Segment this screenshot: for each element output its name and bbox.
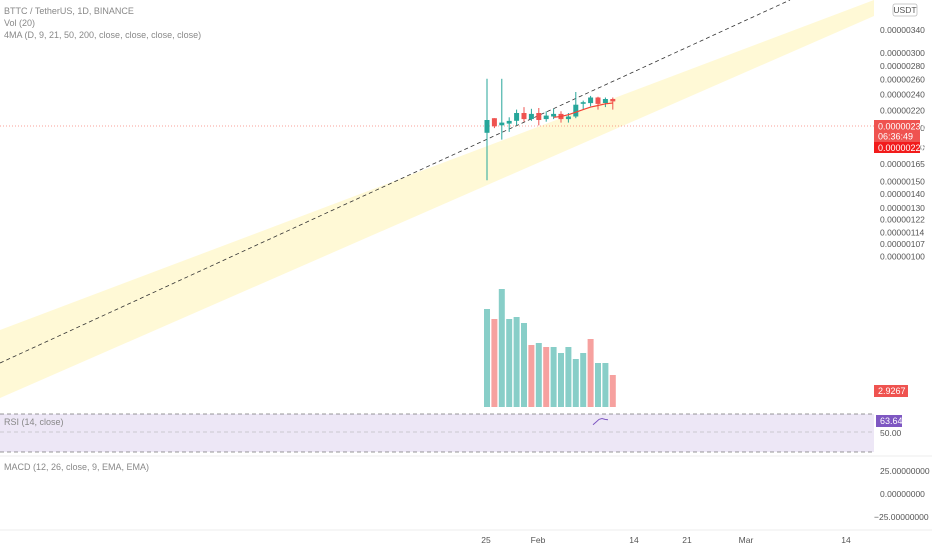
last-price-value: 0.00000231 (878, 122, 926, 132)
macd-tick-top: 25.00000000 (880, 466, 930, 476)
volume-bar (484, 309, 490, 407)
candle-body (536, 113, 542, 120)
volume-value: 2.9267 (878, 386, 906, 396)
macd-tick-bottom: −25.00000000 (874, 512, 929, 522)
price-tick: 0.00000100 (880, 252, 925, 262)
price-tick: 0.00000260 (880, 75, 925, 85)
bar-countdown: 06:36:49 (878, 132, 913, 142)
candle-body (573, 104, 579, 117)
candle-body (610, 99, 616, 102)
volume-bar (580, 353, 587, 407)
price-tick: 0.00000280 (880, 61, 925, 71)
price-axis[interactable]: 0.00000340 0.00000300 0.00000280 0.00000260… (880, 25, 925, 262)
regression-channel-band (0, 0, 874, 398)
rsi-value-tag: 63.64 (880, 416, 903, 426)
volume-bar (572, 359, 579, 407)
time-tick: 14 (629, 535, 639, 545)
candle-body (484, 120, 490, 133)
volume-bar (595, 363, 601, 407)
price-tick: 0.00000122 (880, 215, 925, 225)
volume-tag: 2.9267 (874, 385, 908, 397)
candle-body (602, 99, 608, 103)
rsi-mid-tick: 50.00 (880, 428, 902, 438)
volume-legend[interactable]: Vol (20) (4, 18, 35, 28)
time-tick: 21 (682, 535, 692, 545)
ma-price-value: 0.00000225 (878, 143, 926, 153)
currency-badge-box[interactable] (892, 3, 918, 17)
rsi-value-tag-box (876, 415, 902, 427)
price-tick: 0.00000300 (880, 48, 925, 58)
candle-body (580, 102, 586, 104)
ma-price-tag: 0.00000225 (874, 142, 926, 153)
volume-bar (602, 363, 609, 407)
time-tick: Feb (531, 535, 546, 545)
time-tick: Mar (739, 535, 754, 545)
volume-bar (565, 347, 572, 407)
volume-bar (609, 375, 616, 407)
time-tick: 14 (841, 535, 851, 545)
volume-bar (521, 323, 527, 407)
candle-body (543, 115, 549, 120)
ma-legend[interactable]: 4MA (D, 9, 21, 50, 200, close, close, cl… (4, 30, 201, 40)
last-price-tag: 0.00000231 06:36:49 (874, 120, 926, 142)
volume-bar (506, 319, 513, 407)
volume-bar (550, 347, 557, 407)
volume-bar (498, 289, 505, 407)
candle-body (514, 113, 520, 121)
candle-body (588, 97, 594, 104)
time-axis[interactable]: 25 Feb 14 21 Mar 14 (481, 535, 851, 545)
candle-body (521, 113, 527, 120)
volume-bar (528, 345, 535, 407)
rsi-line (592, 417, 609, 426)
price-tick: 0.00000150 (880, 176, 925, 186)
volume-bar (558, 353, 564, 407)
channel-midline (0, 0, 791, 364)
volume-bar (543, 347, 550, 407)
candle-body (506, 120, 512, 124)
volume-bar (587, 339, 594, 407)
volume-bar (535, 343, 542, 407)
rsi-band (0, 414, 874, 452)
price-tick: 0.00000240 (880, 89, 925, 99)
price-tick: 0.00000220 (880, 106, 925, 116)
rsi-label[interactable]: RSI (14, close) (4, 417, 64, 427)
volume-bars (484, 289, 616, 407)
symbol-title[interactable]: BTTC / TetherUS, 1D, BINANCE (4, 6, 134, 16)
candle-body (491, 118, 497, 127)
price-tick: 0.00000140 (880, 189, 925, 199)
macd-tick-mid: 0.00000000 (880, 489, 925, 499)
price-tick: 0.00000340 (880, 25, 925, 35)
time-tick: 25 (481, 535, 491, 545)
currency-badge[interactable]: USDT (893, 5, 916, 15)
moving-average-line (553, 102, 613, 118)
volume-bar (513, 317, 520, 407)
candle-body (565, 116, 571, 120)
macd-label[interactable]: MACD (12, 26, close, 9, EMA, EMA) (4, 462, 149, 472)
price-tick: 0.00000130 (880, 203, 925, 213)
candle-body (499, 122, 505, 126)
volume-bar (491, 319, 498, 407)
candles (484, 78, 616, 181)
candle-body (528, 113, 534, 120)
price-tick: 0.00000107 (880, 239, 925, 249)
price-tick: 0.00000114 (880, 227, 925, 237)
candle-body (551, 113, 557, 117)
candle-body (595, 97, 601, 104)
price-tick: 0.00000165 (880, 159, 925, 169)
